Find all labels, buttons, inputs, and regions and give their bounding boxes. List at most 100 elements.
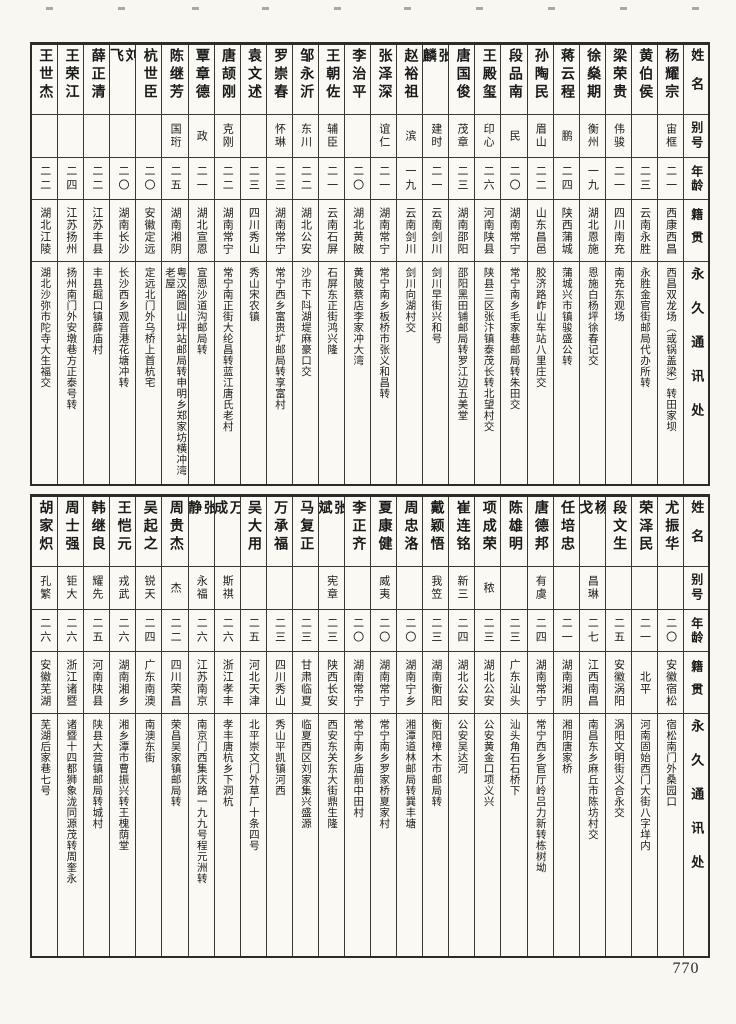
person-alias: 宪章: [318, 567, 344, 610]
person-native-place: 湖北公安: [475, 652, 501, 714]
person-name: 黄伯侯: [631, 45, 657, 115]
person-native-place: 湖北黄陂: [344, 200, 371, 262]
person-native-place: 四川秀山: [240, 200, 266, 262]
person-column: 王世杰 二二 湖北江陵 湖北沙弥市陀寺大生福交: [32, 45, 58, 484]
person-column: 周贵杰 杰 二二 四川荣昌 荣昌吴家镇邮局转: [161, 497, 188, 956]
person-column: 王荣江 二四 江苏扬州 扬州南门外安墩巷方正泰号转: [57, 45, 84, 484]
person-native-place: 湖南常宁: [501, 200, 527, 262]
person-column: 项成荣 秾 二三 湖北公安 公安黄金口项义兴: [474, 497, 501, 956]
person-address: 西安东关东大街鼎生隆: [326, 719, 338, 829]
person-column: 任培忠 二一 湖南湘阴 湘阴唐家桥: [552, 497, 579, 956]
person-alias: [397, 567, 423, 610]
person-native-place: 湖南常宁: [266, 200, 292, 262]
person-native-place: 湖南湘阴: [162, 200, 188, 262]
person-column: 周士强 钜大 二六 浙江诸暨 诸暨十四都狮象泷同源茂转周奎永: [57, 497, 84, 956]
person-age: 二三: [318, 610, 344, 652]
person-address: 剑川向湖村交: [404, 267, 416, 333]
person-alias: 民: [501, 115, 527, 158]
person-column: 孙陶民 眉山 二二 山东昌邑 胶济路岞山车站八里庄交: [526, 45, 553, 484]
person-name: 王荣江: [58, 45, 84, 115]
person-address: 陕县大营镇邮局转城村: [91, 719, 103, 829]
person-alias: 克刚: [214, 115, 240, 158]
person-name: 张泽深: [371, 45, 397, 115]
person-native-place: 安徽芜湖: [32, 652, 58, 714]
person-column: 吴起之 锐天 二四 广东南澳 南澳东街: [135, 497, 162, 956]
person-native-place: 四川南充: [605, 200, 631, 262]
person-native-place: 湖南常宁: [371, 652, 397, 714]
person-column: 万承福 二三 四川秀山 秀山平凯镇河西: [265, 497, 292, 956]
person-address: 涡阳文明街义合永交: [612, 719, 624, 818]
person-age: 二六: [58, 610, 84, 652]
scan-tick: [118, 7, 125, 10]
person-alias: [240, 567, 266, 610]
person-name: 陈继芳: [162, 45, 188, 115]
person-address: 北平崇文门外草厂十条四号: [247, 719, 259, 851]
person-name: 韩继良: [84, 497, 110, 567]
person-address: 湘潭道林邮局转巽丰塘: [404, 719, 416, 829]
person-alias: 威夷: [371, 567, 397, 610]
person-column: 袁文述 二三 四川秀山 秀山宋农镇: [239, 45, 266, 484]
person-address: 湘乡潭市曹振兴转王槐荫堂: [117, 719, 129, 851]
person-column: 唐德邦 有虞 二四 湖南常宁 常宁西乡官厅岭吕力新转栋树坳: [526, 497, 553, 956]
person-column: 吴大用 二五 河北天津 北平崇文门外草厂十条四号: [239, 497, 266, 956]
header-address: 永久通讯处: [689, 267, 705, 437]
person-age: 二五: [162, 158, 188, 200]
person-address: 湘阴唐家桥: [560, 719, 572, 774]
person-age: 二一: [631, 610, 657, 652]
person-age: 二〇: [110, 158, 136, 200]
person-age: 二〇: [501, 158, 527, 200]
person-name: 王殿玺: [475, 45, 501, 115]
person-address: 芜湖后家巷七号: [39, 719, 51, 796]
person-address: 胶济路岞山车站八里庄交: [534, 267, 546, 388]
person-age: 二二: [527, 158, 553, 200]
person-native-place: 湖南邵阳: [449, 200, 475, 262]
person-name: 李治平: [344, 45, 371, 115]
person-native-place: 河南陕县: [475, 200, 501, 262]
person-name: 吴起之: [136, 497, 162, 567]
person-name: 万成: [214, 497, 240, 567]
person-alias: 辅臣: [318, 115, 344, 158]
person-column: 黄伯侯 二三 云南永胜 永胜金官街邮局代办所转: [630, 45, 657, 484]
person-address: 常宁西乡富贵圹邮局转享富村: [273, 267, 285, 410]
person-age: 二〇: [344, 610, 371, 652]
person-address: 常宁南乡板桥市张义和昌转: [378, 267, 390, 399]
person-age: 二四: [136, 610, 162, 652]
person-column: 邹永沂 东川 二二 湖北公安 沙市下阧湖堤麻豪口交: [291, 45, 318, 484]
person-address: 衡阳樟木市邮局转: [430, 719, 442, 807]
person-name: 罗崇春: [266, 45, 292, 115]
person-age: 二三: [631, 158, 657, 200]
header-name: 姓名: [684, 497, 708, 567]
person-address: 常宁南乡罗家桥夏家村: [378, 719, 390, 829]
person-name: 唐国俊: [449, 45, 475, 115]
person-age: 二一: [657, 158, 683, 200]
person-name: 戴颖悟: [423, 497, 449, 567]
person-column: 陈雄明 二三 广东汕头 汕头角石石桥下: [500, 497, 527, 956]
person-age: 二〇: [657, 610, 683, 652]
scan-tick: [620, 7, 627, 10]
person-column: 赵裕祖 滨 一九 云南剑川 剑川向湖村交: [396, 45, 423, 484]
header-native: 籍贯: [684, 652, 708, 714]
person-age: 二四: [449, 610, 475, 652]
person-alias: 戎武: [110, 567, 136, 610]
person-name: 万承福: [266, 497, 292, 567]
directory-table-upper: 姓名 别号 年龄 籍贯 永久通讯处 杨耀宗 宙框 二一 西康西昌 西昌双龙场（或…: [30, 42, 710, 486]
person-native-place: 湖南衡阳: [423, 652, 449, 714]
person-alias: 东川: [292, 115, 318, 158]
person-age: 二三: [266, 610, 292, 652]
person-address: 诸暨十四都狮象泷同源茂转周奎永: [65, 719, 77, 884]
person-alias: 秾: [475, 567, 501, 610]
person-name: 张麟: [423, 45, 449, 115]
person-age: 二六: [110, 610, 136, 652]
person-column: 薛正清 二二 江苏丰县 丰县镼口镇薛庙村: [83, 45, 110, 484]
person-column: 韩继良 耀先 二五 河南陕县 陕县大营镇邮局转城村: [83, 497, 110, 956]
header-address: 永久通讯处: [689, 719, 705, 889]
person-address: 长沙西乡观音港花塘冲转: [117, 267, 129, 388]
person-native-place: 湖南湘乡: [110, 652, 136, 714]
person-column: 杨戈 昌琳 二七 江西南昌 南昌东乡麻丘市陈坊村交: [578, 497, 605, 956]
person-alias: 锐天: [136, 567, 162, 610]
person-alias: 孔繁: [32, 567, 58, 610]
person-alias: 眉山: [527, 115, 553, 158]
person-column: 罗崇春 怀琳 二三 湖南常宁 常宁西乡富贵圹邮局转享富村: [265, 45, 292, 484]
person-alias: [292, 567, 318, 610]
